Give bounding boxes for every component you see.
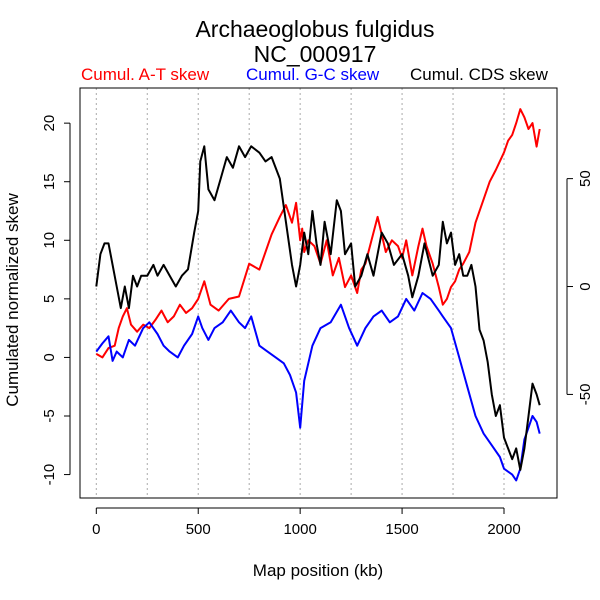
plot-frame (79, 87, 558, 499)
y-tick-label-10: 10 (41, 232, 58, 249)
y-tick-label-20: 20 (41, 115, 58, 132)
x-tick-label-1000: 1000 (283, 521, 316, 538)
x-axis-label: Map position (kb) (253, 561, 383, 580)
y-tick-label-0: 0 (41, 353, 58, 361)
series-line-cumul-g-c-skew (95, 292, 541, 482)
x-tick-label-500: 500 (186, 521, 211, 538)
x-tick-label-2000: 2000 (487, 521, 520, 538)
chart-subtitle: NC_000917 (254, 41, 377, 67)
legend-label-at-skew: Cumul. A-T skew (81, 65, 210, 84)
y2-tick-label-50: 50 (577, 170, 594, 187)
legend-label-gc-skew: Cumul. G-C skew (246, 65, 380, 84)
y-tick-label--5: -5 (41, 409, 58, 422)
x-tick-label-1500: 1500 (385, 521, 418, 538)
x-axis: 0 500 1000 1500 2000 (92, 507, 521, 538)
y-axis-label: Cumulated normalized skew (3, 193, 22, 407)
y-axis-right: -50 0 50 (566, 170, 594, 406)
x-tick-label-0: 0 (92, 521, 100, 538)
y2-tick-label--50: -50 (577, 384, 594, 406)
y-tick-label--10: -10 (41, 464, 58, 486)
y-tick-label-15: 15 (41, 173, 58, 190)
grid (95, 88, 505, 498)
series-group (95, 108, 541, 482)
legend-label-cds-skew: Cumul. CDS skew (410, 65, 549, 84)
y-tick-label-5: 5 (41, 295, 58, 303)
y2-tick-label-0: 0 (577, 282, 594, 290)
series-line-cumul-cds-skew (95, 145, 541, 471)
series-line-cumul-a-t-skew (95, 108, 541, 359)
y-axis-left: -10 -5 0 5 10 15 20 (41, 115, 71, 486)
chart-title: Archaeoglobus fulgidus (195, 16, 434, 42)
